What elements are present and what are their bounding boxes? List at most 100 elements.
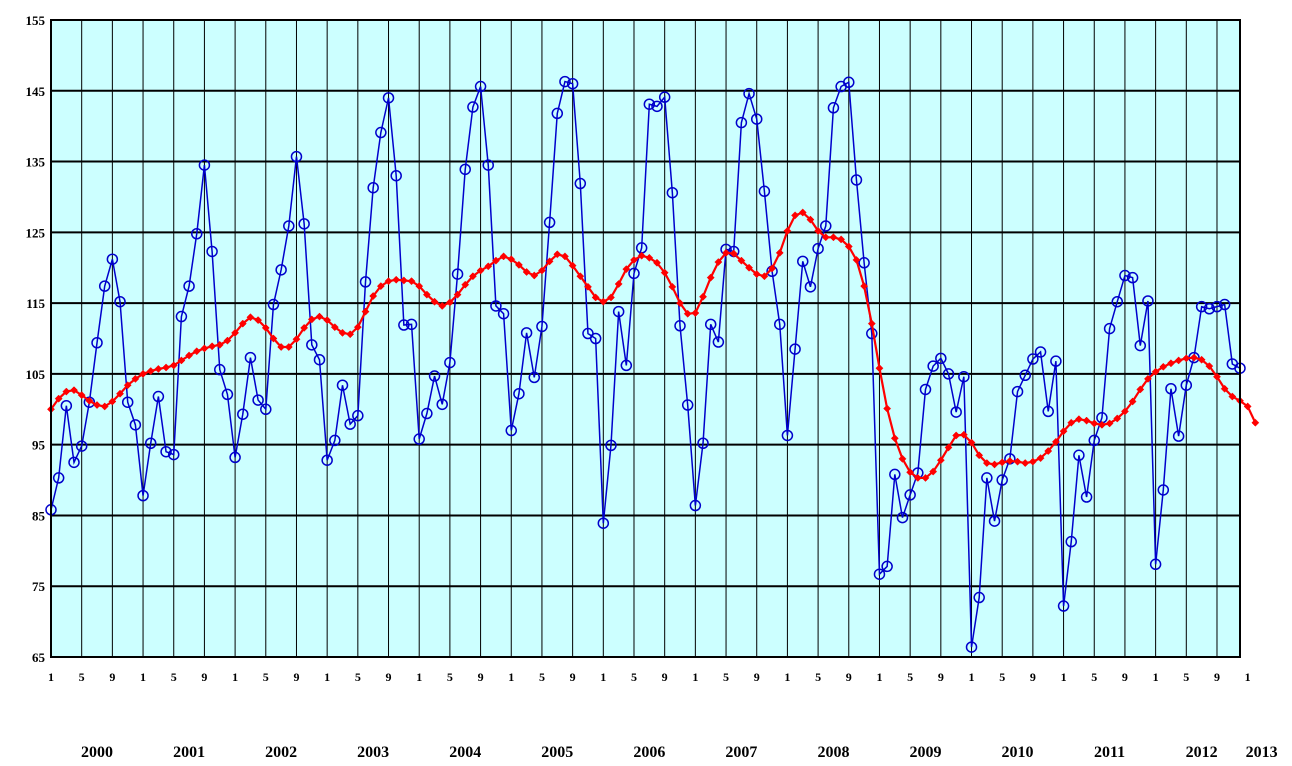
- x-tick-label: 9: [846, 670, 852, 684]
- series-1-point: [505, 424, 518, 437]
- series-1-point: [773, 318, 786, 331]
- x-tick-label: 9: [1122, 670, 1128, 684]
- y-tick-label: 135: [26, 155, 46, 170]
- series-2-point: [1090, 419, 1099, 428]
- series-2: [47, 208, 1260, 482]
- series-2-point: [637, 251, 646, 260]
- series-1-point: [651, 100, 663, 113]
- series-2-point: [1197, 355, 1206, 364]
- series-2-point: [461, 280, 470, 289]
- x-tick-label: 1: [324, 670, 330, 684]
- series-2-point: [422, 290, 431, 299]
- series-2-point: [146, 367, 155, 376]
- series-1-point: [1042, 405, 1054, 418]
- series-2-point: [315, 312, 324, 321]
- series-2-point: [1167, 359, 1175, 368]
- series-1-point: [428, 370, 441, 382]
- series-2-point: [883, 404, 892, 413]
- series-1-point: [1011, 385, 1024, 398]
- series-1-point: [605, 439, 617, 452]
- series-2-point: [1205, 362, 1214, 371]
- series-2-point: [714, 258, 723, 267]
- series-2-point: [1174, 356, 1183, 365]
- series-1-point: [1165, 383, 1177, 395]
- series-1-point: [681, 399, 694, 411]
- series-2-point: [913, 473, 922, 482]
- series-2-point: [1251, 418, 1260, 427]
- series-2-point: [93, 401, 101, 409]
- series-1-point: [559, 75, 571, 88]
- series-2-point: [1021, 459, 1030, 468]
- series-2-point: [1182, 354, 1191, 363]
- series-2-point: [860, 282, 869, 291]
- series-1-point: [121, 396, 134, 408]
- series-2-point: [806, 215, 815, 224]
- series-1-point: [896, 511, 909, 524]
- series-1-point: [781, 429, 794, 442]
- series-1-point: [1218, 298, 1231, 311]
- series-2-point: [1105, 419, 1114, 428]
- series-2-point: [537, 266, 546, 275]
- series-1-point: [597, 517, 610, 529]
- series-2-point: [691, 309, 700, 317]
- series-2-point: [1051, 437, 1060, 446]
- y-tick-label: 85: [32, 508, 46, 523]
- series-1-point: [1073, 449, 1085, 462]
- series-1-point: [904, 489, 916, 501]
- year-label: 2005: [541, 744, 573, 761]
- x-tick-label: 5: [355, 670, 361, 684]
- series-1-line: [50, 80, 1241, 648]
- series-2-point: [737, 256, 746, 265]
- series-2-point: [791, 211, 800, 220]
- series-1-point: [198, 159, 211, 171]
- series-2-point: [1159, 362, 1168, 371]
- x-tick-label: 9: [938, 670, 944, 684]
- series-1-point: [1142, 295, 1154, 307]
- series-1-point: [1134, 339, 1147, 352]
- series-1-point: [674, 320, 686, 332]
- series-2-point: [254, 316, 263, 325]
- x-tick-label: 1: [969, 670, 975, 684]
- series-layer: [45, 75, 1260, 653]
- series-1-point: [873, 568, 886, 580]
- series-2-point: [284, 343, 293, 351]
- x-tick-label: 1: [140, 670, 146, 684]
- series-2-point: [438, 301, 447, 310]
- series-2-point: [1120, 407, 1129, 416]
- series-1-point: [283, 220, 295, 232]
- series-2-point: [453, 290, 462, 299]
- y-tick-label: 145: [26, 84, 46, 99]
- series-2-point: [392, 275, 401, 284]
- x-tick-label: 5: [79, 670, 85, 684]
- series-1-point: [1050, 355, 1062, 367]
- y-tick-label: 155: [26, 13, 46, 28]
- series-1-point: [1103, 322, 1116, 335]
- series-2-point: [576, 272, 585, 281]
- series-2-point: [100, 402, 109, 411]
- series-2-point: [1190, 353, 1198, 362]
- x-tick-label: 9: [478, 670, 484, 684]
- series-2-point: [338, 328, 347, 337]
- series-1-point: [850, 174, 863, 186]
- x-tick-label: 5: [723, 670, 729, 684]
- series-1-point: [942, 368, 955, 380]
- series-1-point: [889, 468, 901, 481]
- series-2-point: [192, 347, 201, 356]
- series-2-point: [837, 235, 846, 244]
- series-2-point: [185, 351, 194, 360]
- series-2-point: [269, 334, 278, 343]
- series-2-point: [169, 361, 178, 370]
- series-2-point: [116, 389, 124, 398]
- series-1-point: [459, 163, 471, 176]
- series-1: [45, 75, 1246, 653]
- series-1-point: [1180, 379, 1193, 391]
- series-2-point: [676, 299, 684, 308]
- series-2-point: [875, 364, 884, 373]
- series-1-point: [183, 280, 195, 292]
- series-1-point: [1126, 271, 1139, 284]
- series-1-point: [574, 177, 587, 190]
- series-1-point: [175, 310, 188, 323]
- series-1-point: [336, 379, 349, 391]
- series-1-point: [451, 268, 464, 280]
- series-1-point: [68, 456, 80, 469]
